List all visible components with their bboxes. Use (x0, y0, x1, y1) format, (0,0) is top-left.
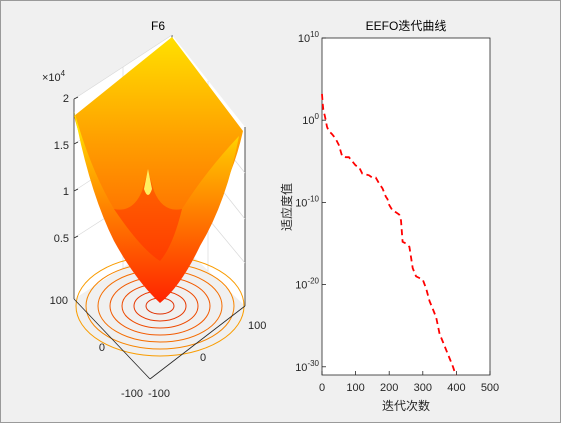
y-tick-label: 10-10 (295, 194, 319, 209)
floor-contours (75, 255, 245, 357)
x-tick-label: 100 (346, 382, 364, 394)
x-tick-label: -100 (148, 388, 170, 400)
surface-mesh (74, 37, 243, 303)
z-tick-label: 2 (63, 93, 69, 105)
series-layer (321, 93, 457, 376)
z-tick-label: 0.5 (54, 233, 69, 245)
x-tick-label: 300 (414, 382, 432, 394)
y-axis-line (73, 298, 151, 380)
y-tick-label: 1010 (298, 30, 320, 45)
z-axis: ×104 2 1.5 1 0.5 (42, 69, 79, 245)
y-tick-label: 10-30 (295, 359, 319, 374)
surface-plot: F6 (42, 19, 266, 400)
convergence-plot: EEFO迭代曲线 迭代次数 适应度值 0 100 200 300 400 500 10-3… (279, 19, 499, 413)
surface-title: F6 (151, 19, 165, 33)
z-tick-label: 1 (63, 186, 69, 198)
y-tick-label: -100 (121, 388, 143, 400)
x-ticks: 0 100 200 300 400 500 (319, 371, 499, 394)
y-tick-label: 100 (50, 295, 68, 307)
floor-axes: 100 0 -100 -100 0 100 (50, 295, 267, 400)
x-tick-label: 0 (200, 352, 206, 364)
z-tick-label: 1.5 (54, 140, 69, 152)
x-tick-label: 400 (447, 382, 465, 394)
y-tick-label: 100 (302, 112, 319, 127)
x-axis-line (149, 305, 246, 380)
series-line (321, 93, 457, 376)
y-ticks: 10-30 10-20 10-10 100 1010 (295, 30, 326, 374)
x-tick-label: 200 (380, 382, 398, 394)
y-tick-label: 0 (99, 342, 105, 354)
y-axis-label: 适应度值 (279, 183, 294, 231)
z-exponent-label: ×104 (42, 69, 66, 84)
x-tick-label: 0 (319, 382, 325, 394)
plot-area (321, 37, 491, 376)
x-axis-label: 迭代次数 (382, 398, 430, 413)
x-tick-label: 500 (481, 382, 499, 394)
x-tick-label: 100 (248, 320, 266, 332)
convergence-title: EEFO迭代曲线 (366, 19, 447, 33)
y-tick-label: 10-20 (295, 277, 319, 292)
